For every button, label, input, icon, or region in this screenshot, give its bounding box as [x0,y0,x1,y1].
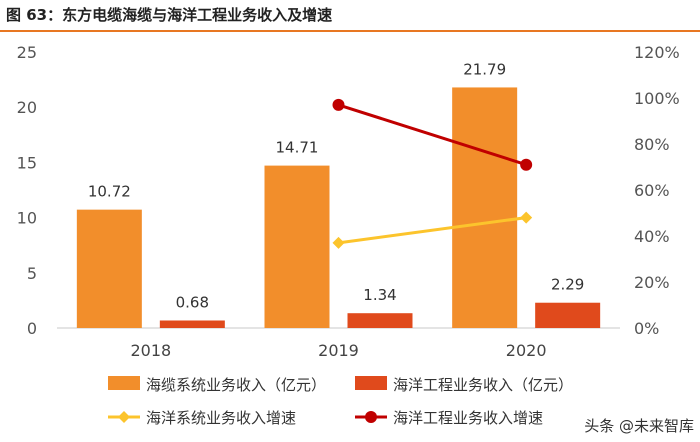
legend-swatch [108,376,140,390]
bar [452,87,518,328]
bars [76,87,601,328]
bar [159,320,225,328]
title-underline [0,30,700,32]
legend-label: 海洋系统业务收入增速 [146,409,296,427]
point-marker [520,211,533,224]
legend-label: 海缆系统业务收入（亿元） [146,376,326,394]
axes: 0 5 10 15 20 25 0% 20% 40% 60% 80% 100% 120% 2018 2019… [17,43,680,360]
watermark: 头条 @未来智库 [584,417,694,435]
bar-value-label: 2.29 [551,276,584,294]
bar [76,209,142,328]
x-tick-label: 2019 [318,341,359,360]
y-right-tick-label: 100% [634,89,680,108]
legend-marker [365,411,377,423]
y-right-tick-label: 120% [634,43,680,62]
y-right-tick-label: 0% [634,319,659,338]
legend-marker [118,411,130,423]
legend: 海缆系统业务收入（亿元） 海洋工程业务收入（亿元） 海洋系统业务收入增速 海洋工程业务… [108,376,573,427]
x-tick-label: 2020 [506,341,547,360]
bar-value-label: 1.34 [363,286,396,304]
point-marker [332,236,345,249]
legend-swatch [355,376,387,390]
bar [347,313,413,328]
point-marker [520,158,533,171]
chart-title: 图 63：东方电缆海缆与海洋工程业务收入及增速 [6,6,333,24]
bar-value-label: 10.72 [88,183,131,201]
series-line [338,103,527,167]
data-labels: 10.72 14.71 21.79 0.68 1.34 2.29 [88,60,585,311]
y-right-tick-label: 40% [634,227,670,246]
y-left-tick-label: 15 [17,153,37,172]
bar [535,302,601,328]
y-right-tick-label: 20% [634,273,670,292]
y-left-tick-label: 20 [17,98,37,117]
series-line [338,216,527,245]
bar-value-label: 0.68 [176,293,209,311]
y-left-tick-label: 25 [17,43,37,62]
bar-value-label: 21.79 [463,60,506,78]
x-tick-label: 2018 [130,341,171,360]
legend-label: 海洋工程业务收入（亿元） [393,376,573,394]
y-left-tick-label: 0 [27,319,37,338]
bar-value-label: 14.71 [276,139,319,157]
y-right-tick-label: 80% [634,135,670,154]
y-left-tick-label: 10 [17,209,37,228]
y-left-tick-label: 5 [27,264,37,283]
bar [264,165,330,328]
lines [332,98,533,249]
y-right-tick-label: 60% [634,181,670,200]
legend-label: 海洋工程业务收入增速 [393,409,543,427]
point-marker [332,98,345,111]
